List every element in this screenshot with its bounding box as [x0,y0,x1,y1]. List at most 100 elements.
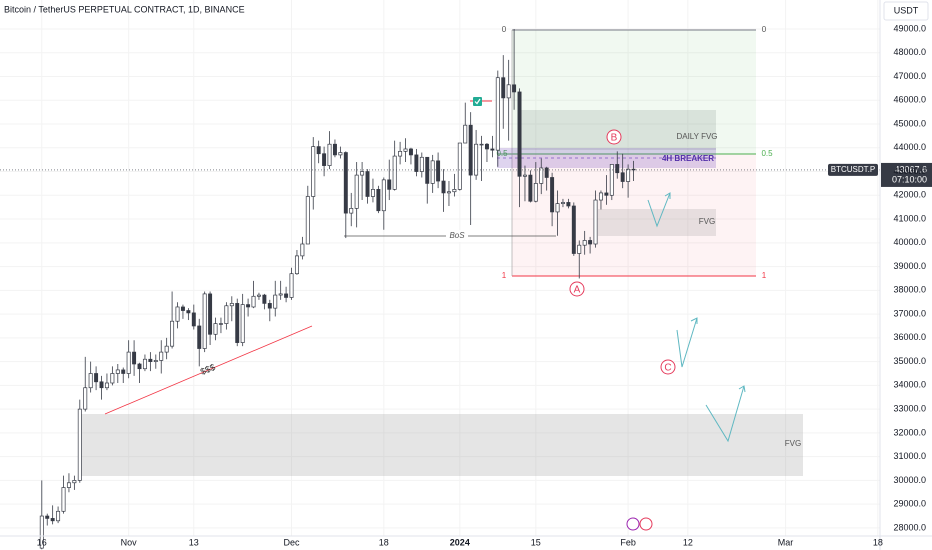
candle-body [571,205,576,254]
candle-body [332,143,337,156]
candle-body [142,358,147,370]
candle-body [392,155,397,190]
candle-body [588,240,593,245]
path-arrow [705,385,745,443]
x-tick-label: 2024 [450,537,470,547]
candle-body [436,160,441,182]
fib-upper-zone [512,30,756,154]
point-label: B [611,133,618,144]
candle-body [208,293,213,335]
candle-body [441,180,446,194]
x-tick-label: Feb [620,537,636,547]
y-tick-label: 33000.0 [893,404,926,414]
candle-body [419,156,424,172]
grid [0,0,880,536]
candle-body [338,152,343,156]
candle-body [479,143,484,146]
point-circle [660,359,676,375]
candle-body [398,150,403,157]
candle-body [104,382,109,389]
y-tick-label: 47000.0 [893,71,926,81]
symbol-label: BTCUSDT.P [831,165,875,174]
y-tick-label: 30000.0 [893,475,926,485]
candle-body [446,191,451,194]
candle-body [83,387,88,410]
y-tick-label: 37000.0 [893,308,926,318]
chart-title: Bitcoin / TetherUS PERPETUAL CONTRACT, 1… [4,4,245,14]
event-icon[interactable] [626,517,640,531]
candle-body [224,305,229,324]
candle-body [94,373,99,383]
x-tick-label: 12 [683,537,693,547]
y-tick-label: 46000.0 [893,95,926,105]
candle-body [577,244,582,254]
candle-body [153,360,158,362]
candle-body [376,189,381,212]
fib-label: 0.5 [496,149,508,158]
candle-body [408,148,413,156]
candle-body [555,203,560,213]
candle-body [604,192,609,196]
fvg-label: FVG [785,439,801,448]
currency-label[interactable]: USDT [894,5,919,15]
candle-body [425,156,430,184]
point-label: A [574,285,581,296]
candle-body [294,255,299,275]
candle-body [495,77,500,151]
candle-body [522,174,527,177]
candle-body [61,487,66,512]
candle-body [273,294,278,309]
arrow-head [690,317,698,324]
event-icon[interactable] [639,517,653,531]
candle-body [360,171,365,176]
x-tick-label: 16 [37,537,47,547]
candle-body [213,323,218,335]
fib-label: 1 [502,271,507,280]
y-tick-label: 31000.0 [893,451,926,461]
candle-body [240,304,245,343]
fib-label: 0.5 [761,149,773,158]
candle-body [327,143,332,166]
candle-body [544,167,549,178]
candle-body [267,303,272,309]
fib-label: 1 [762,271,767,280]
price-value: 43067.6 [894,164,927,174]
x-tick-label: 13 [189,537,199,547]
candle-body [403,148,408,152]
candle-body [284,293,289,298]
candle-body [110,373,115,384]
x-tick-label: Dec [284,537,301,547]
fvg-zone [80,414,803,476]
x-tick-label: 15 [531,537,541,547]
fib-label: 0 [762,25,767,34]
y-tick-label: 48000.0 [893,47,926,57]
currency-box[interactable] [883,1,929,21]
candle-body [615,164,620,174]
candle-body [115,369,120,374]
candle-body [414,154,419,172]
y-tick-label: 34000.0 [893,380,926,390]
path-arrow [676,317,698,368]
bos-label: BoS [449,231,465,240]
candle-body [305,196,310,245]
x-tick-label: 18 [873,537,883,547]
candle-body [533,183,538,202]
fib-label: 0 [502,25,507,34]
arrow-head [664,192,671,199]
overlay: BTCUSDT.P 43067.607:10:00 [0,162,932,187]
candle-body [262,294,267,304]
candle-body [517,91,522,177]
y-tick-label: 45000.0 [893,118,926,128]
candle-body [452,189,457,193]
candle-body [598,192,603,201]
candle-body [512,84,517,93]
drawings: 0 0 0.5 0.5 1 1 DAILY FVG 4H BREAKER FVG… [80,25,803,476]
y-tick-label: 40000.0 [893,237,926,247]
candle-body [191,312,196,327]
y-tick-label: 44000.0 [893,142,926,152]
x-tick-label: Mar [778,537,794,547]
y-tick-label: 42000.0 [893,190,926,200]
candle-body [550,177,555,213]
candle-body [463,124,468,144]
